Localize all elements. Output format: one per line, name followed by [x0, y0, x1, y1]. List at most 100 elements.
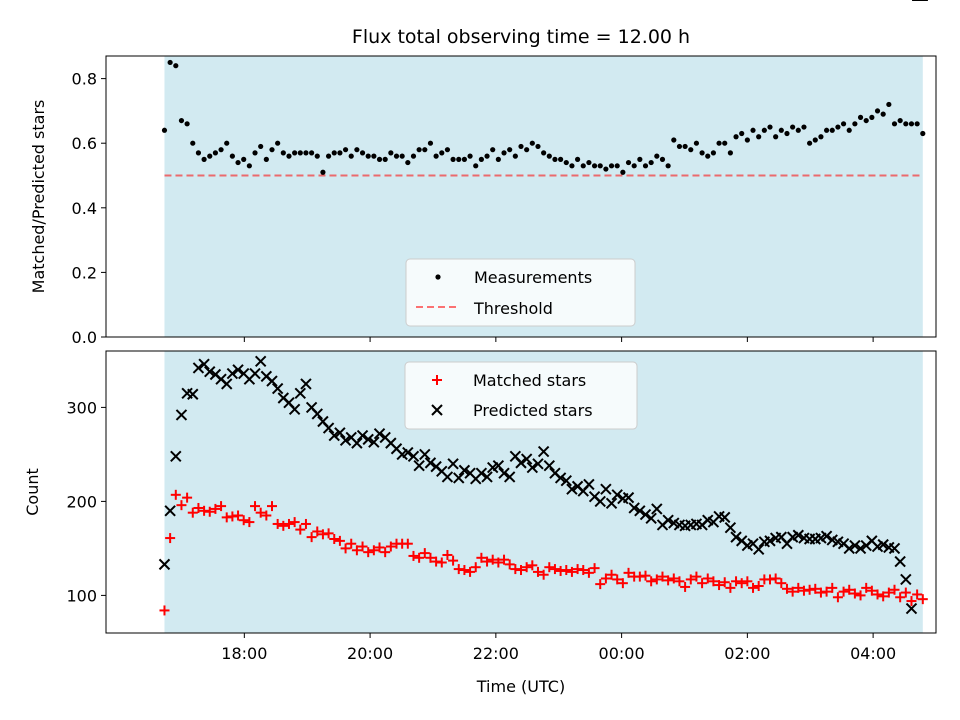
matched-star-point: [544, 562, 555, 573]
predicted-star-point: [566, 483, 578, 495]
predicted-star-point: [792, 529, 805, 541]
measurement-point: [739, 130, 745, 137]
measurement-point: [608, 163, 615, 169]
measurement-point: [178, 117, 185, 124]
measurement-point: [586, 159, 592, 166]
predicted-star-point: [651, 503, 663, 515]
predicted-star-point: [492, 459, 505, 472]
matched-star-point: [187, 507, 198, 518]
matched-star-point: [272, 518, 283, 529]
predicted-star-point: [351, 437, 363, 449]
predicted-star-point: [175, 409, 188, 421]
measurement-point: [280, 150, 286, 156]
matched-star-point: [532, 566, 543, 577]
matched-star-point: [566, 566, 577, 577]
matched-star-point: [238, 515, 249, 526]
predicted-star-point: [232, 364, 244, 376]
predicted-star-point: [594, 495, 606, 508]
measurement-point: [676, 143, 683, 150]
measurement-point: [212, 150, 219, 156]
matched-star-point: [849, 588, 860, 599]
measurement-point: [671, 137, 677, 143]
ratio-panel-x-ticks: [243, 337, 874, 342]
matched-star-point: [182, 492, 193, 503]
measurement-point: [558, 156, 564, 162]
chart-title: Flux total observing time = 12.00 h: [352, 26, 690, 48]
predicted-star-point: [158, 558, 171, 571]
matched-star-point: [651, 574, 662, 585]
matched-star-point: [357, 541, 368, 552]
measurement-point: [812, 137, 818, 143]
predicted-star-point: [254, 355, 267, 368]
x-tick-label: 18:00: [221, 644, 267, 663]
measurement-point: [852, 121, 858, 127]
matched-star-point: [289, 517, 300, 528]
matched-star-point: [476, 552, 487, 563]
measurement-point: [874, 108, 881, 114]
matched-star-point: [470, 562, 481, 573]
measurement-point: [207, 153, 213, 159]
matched-star-point: [866, 585, 877, 596]
measurement-point: [541, 150, 547, 156]
predicted-star-point: [249, 367, 261, 380]
measurement-point: [224, 140, 230, 146]
legend-measurements-label: Measurements: [474, 268, 592, 287]
matched-star-point: [578, 565, 589, 576]
predicted-star-point: [339, 434, 352, 447]
matched-star-point: [493, 557, 504, 568]
predicted-star-point: [413, 459, 425, 472]
matched-star-point: [697, 578, 708, 589]
measurement-point: [846, 127, 852, 133]
predicted-star-point: [288, 403, 301, 415]
matched-star-point: [748, 582, 759, 593]
y-tick-label: 0.6: [72, 134, 97, 153]
ratio-y-axis-label: Matched/Predicted stars: [29, 100, 48, 294]
measurement-point: [863, 117, 869, 124]
measurement-point: [416, 147, 422, 153]
predicted-star-point: [266, 375, 278, 387]
measurement-point: [275, 140, 281, 146]
measurement-point: [399, 153, 405, 159]
x-tick-label: 02:00: [724, 644, 770, 663]
measurement-point: [580, 163, 586, 169]
matched-star-point: [374, 542, 385, 553]
matched-star-point: [414, 552, 425, 563]
matched-star-point: [714, 580, 725, 591]
predicted-star-point: [583, 478, 595, 491]
measurement-point: [591, 163, 598, 169]
predicted-star-point: [905, 602, 918, 615]
matched-star-point: [419, 548, 430, 559]
predicted-star-point: [894, 555, 906, 568]
matched-star-point: [878, 591, 889, 602]
measurement-point: [320, 169, 326, 175]
ratio-panel-y-ticks: 0.0 0.2 0.4 0.6 0.8: [72, 70, 106, 347]
matched-star-point: [589, 563, 600, 574]
matched-star-point: [159, 605, 170, 616]
matched-star-point: [912, 589, 923, 600]
measurement-point: [835, 124, 841, 130]
predicted-star-point: [820, 530, 833, 542]
measurement-point: [914, 121, 920, 127]
measurement-point: [699, 150, 705, 156]
y-tick-label: 100: [66, 586, 97, 605]
predicted-star-point: [300, 378, 312, 390]
predicted-star-point: [622, 491, 635, 504]
measurement-point: [467, 153, 473, 159]
measurement-point: [427, 140, 434, 146]
measurement-point: [840, 121, 847, 127]
measurement-point: [450, 156, 456, 162]
predicted-star-point: [221, 378, 233, 390]
measurement-point: [807, 140, 813, 146]
measurement-point: [716, 140, 722, 146]
matched-star-point: [685, 574, 696, 585]
ratio-panel-frame: [105, 55, 937, 338]
measurement-point: [620, 169, 626, 175]
predicted-star-point: [328, 429, 340, 442]
y-tick-label: 0.2: [72, 263, 97, 282]
matched-star-point: [844, 584, 855, 595]
matched-star-point: [278, 520, 289, 531]
measurement-point: [258, 143, 264, 150]
matched-star-point: [487, 554, 498, 565]
matched-star-point: [719, 577, 730, 588]
